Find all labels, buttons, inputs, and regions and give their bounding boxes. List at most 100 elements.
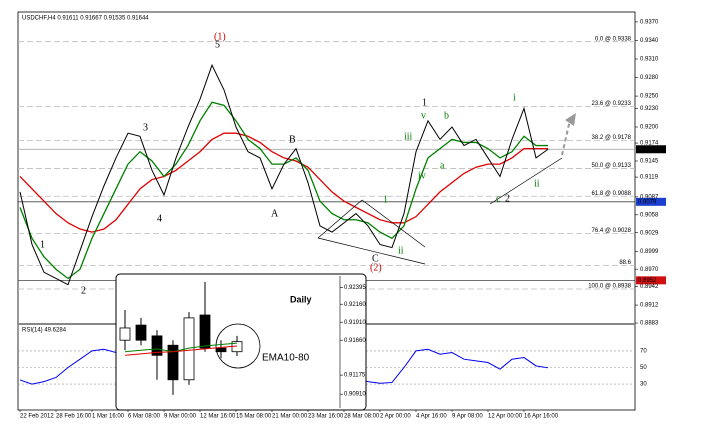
series-line: [19, 132, 548, 233]
wave-label: 1: [40, 239, 45, 250]
x-tick-label: 12 Apr 00:00: [488, 414, 523, 420]
x-tick-label: 4 Apr 16:00: [416, 414, 447, 420]
wave-label: 3: [143, 122, 148, 133]
x-tick-label: 15 Mar 08:00: [236, 414, 272, 420]
y-tick-label: 0.92395: [344, 285, 366, 291]
y-tick-label: 0.8999: [640, 249, 659, 255]
wave-label: ii: [398, 245, 404, 256]
price-marker: [636, 145, 666, 154]
candle-body: [215, 347, 227, 353]
rsi-title: RSI(14) 49.6284: [22, 328, 67, 334]
price-marker-label: 0.8952: [638, 278, 657, 284]
fib-label: 0.0 @ 0.9338: [595, 36, 632, 42]
fib-label: 76.4 @ 0.9028: [592, 228, 632, 234]
wave-label: 5: [215, 39, 220, 50]
price-marker: [636, 276, 666, 285]
fib-label: 100.0 @ 0.8938: [588, 284, 631, 290]
inset-title: Daily: [290, 294, 312, 304]
y-tick-label: 0.8970: [640, 267, 659, 273]
fib-label: 23.6 @ 0.9233: [592, 101, 632, 107]
series-line: [19, 63, 549, 286]
inset-panel: Daily EMA10-80 0.92395 0.92160 0.91910 0.91…: [115, 273, 367, 411]
candle-body: [151, 335, 163, 356]
price-marker: [636, 197, 666, 206]
fib-label: 88.6: [619, 260, 631, 266]
y-tick-label: 0.9119: [640, 175, 659, 181]
x-tick-label: 22 Feb 2012: [20, 414, 54, 420]
y-tick-label: 0.91175: [344, 373, 366, 379]
wave-label: a: [440, 160, 445, 171]
y-tick-label: 0.9087: [640, 194, 659, 200]
price-marker-label: 0.9079: [638, 199, 657, 205]
wave-label: 1: [383, 194, 388, 205]
wave-label: C: [372, 253, 379, 264]
arrow-head: [565, 113, 576, 126]
wave-label: v: [421, 110, 426, 121]
wave-label: 2: [81, 285, 86, 296]
trendline: [317, 199, 363, 239]
y-tick-label: 0.90910: [344, 392, 366, 398]
y-tick-label: 0.9280: [640, 75, 659, 81]
fib-label: 50.0 @ 0.9133: [592, 163, 632, 169]
y-tick-label: 0.9145: [640, 159, 659, 165]
y-tick-label: 0.9058: [640, 212, 659, 218]
y-tick-label: 0.91660: [344, 338, 366, 344]
x-tick-label: 23 Mar 16:00: [308, 414, 344, 420]
wave-label: A: [271, 208, 279, 219]
x-tick-label: 1 Mar 16:00: [92, 414, 125, 420]
wave-label: 4: [157, 213, 162, 224]
x-tick-label: 21 Mar 00:00: [272, 414, 308, 420]
y-tick-label: 0.8942: [640, 284, 659, 290]
price-marker-label: 0.9164: [638, 147, 657, 153]
trendline: [317, 237, 426, 265]
y-tick-label: 0.91910: [344, 320, 366, 326]
x-tick-label: 9 Mar 00:00: [164, 414, 197, 420]
y-tick-label: 0.9029: [640, 230, 659, 236]
wave-label: 1: [422, 97, 427, 108]
trendline: [489, 157, 563, 205]
candle-body: [135, 324, 147, 341]
wave-label: ii: [534, 178, 540, 189]
y-tick-label: 0.92160: [344, 302, 366, 308]
fib-label: 38.2 @ 0.9178: [592, 135, 632, 141]
x-tick-label: 28 Feb 16:00: [56, 414, 92, 420]
y-tick-label: 0.9310: [640, 57, 659, 63]
y-tick-label: 70: [640, 348, 647, 354]
candle-body: [119, 327, 131, 341]
y-tick-label: 0.8883: [640, 321, 659, 327]
y-tick-label: 0.9174: [640, 141, 659, 147]
ema-line: [124, 342, 238, 353]
y-tick-label: 0.9340: [640, 38, 659, 44]
x-tick-label: 9 Apr 08:00: [452, 414, 483, 420]
candle-body: [199, 314, 211, 349]
x-tick-label: 28 Mar 08:00: [344, 414, 380, 420]
wave-label: B: [289, 134, 296, 145]
wave-label: (2): [370, 262, 382, 273]
fib-label: 61.8 @ 0.9088: [592, 191, 632, 197]
projection-arrow: [561, 119, 571, 156]
y-tick-label: 0.9370: [640, 19, 659, 25]
x-tick-label: 6 Mar 08:00: [128, 414, 161, 420]
y-tick-label: 50: [640, 365, 647, 371]
y-tick-label: 0.9200: [640, 125, 659, 131]
y-tick-label: 0.9250: [640, 94, 659, 100]
candle-body: [167, 344, 179, 381]
wave-label: i: [513, 92, 516, 103]
x-tick-label: 12 Mar 16:00: [200, 414, 236, 420]
y-tick-label: 0.9230: [640, 106, 659, 112]
highlight-circle: [215, 323, 261, 369]
chart-title: USDCHF,H4 0.91611 0.91667 0.91535 0.9164…: [22, 16, 149, 22]
inset-subtitle: EMA10-80: [262, 353, 310, 364]
ema-line: [124, 345, 238, 356]
y-tick-label: 30: [640, 382, 647, 388]
wave-label: b: [444, 110, 449, 121]
wave-label: iii: [404, 131, 413, 142]
trendline: [361, 199, 426, 248]
wave-label: iv: [418, 170, 426, 181]
y-tick-label: 0.8912: [640, 303, 659, 309]
wave-label: 2: [505, 193, 510, 204]
x-tick-label: 2 Apr 00:00: [380, 414, 411, 420]
wave-label: (1): [214, 31, 226, 42]
